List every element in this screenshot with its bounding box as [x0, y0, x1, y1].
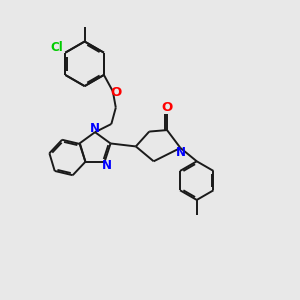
- Text: O: O: [161, 101, 173, 114]
- Text: N: N: [90, 122, 100, 135]
- Text: Cl: Cl: [50, 41, 63, 54]
- Text: N: N: [176, 146, 186, 159]
- Text: N: N: [102, 159, 112, 172]
- Text: O: O: [111, 86, 122, 99]
